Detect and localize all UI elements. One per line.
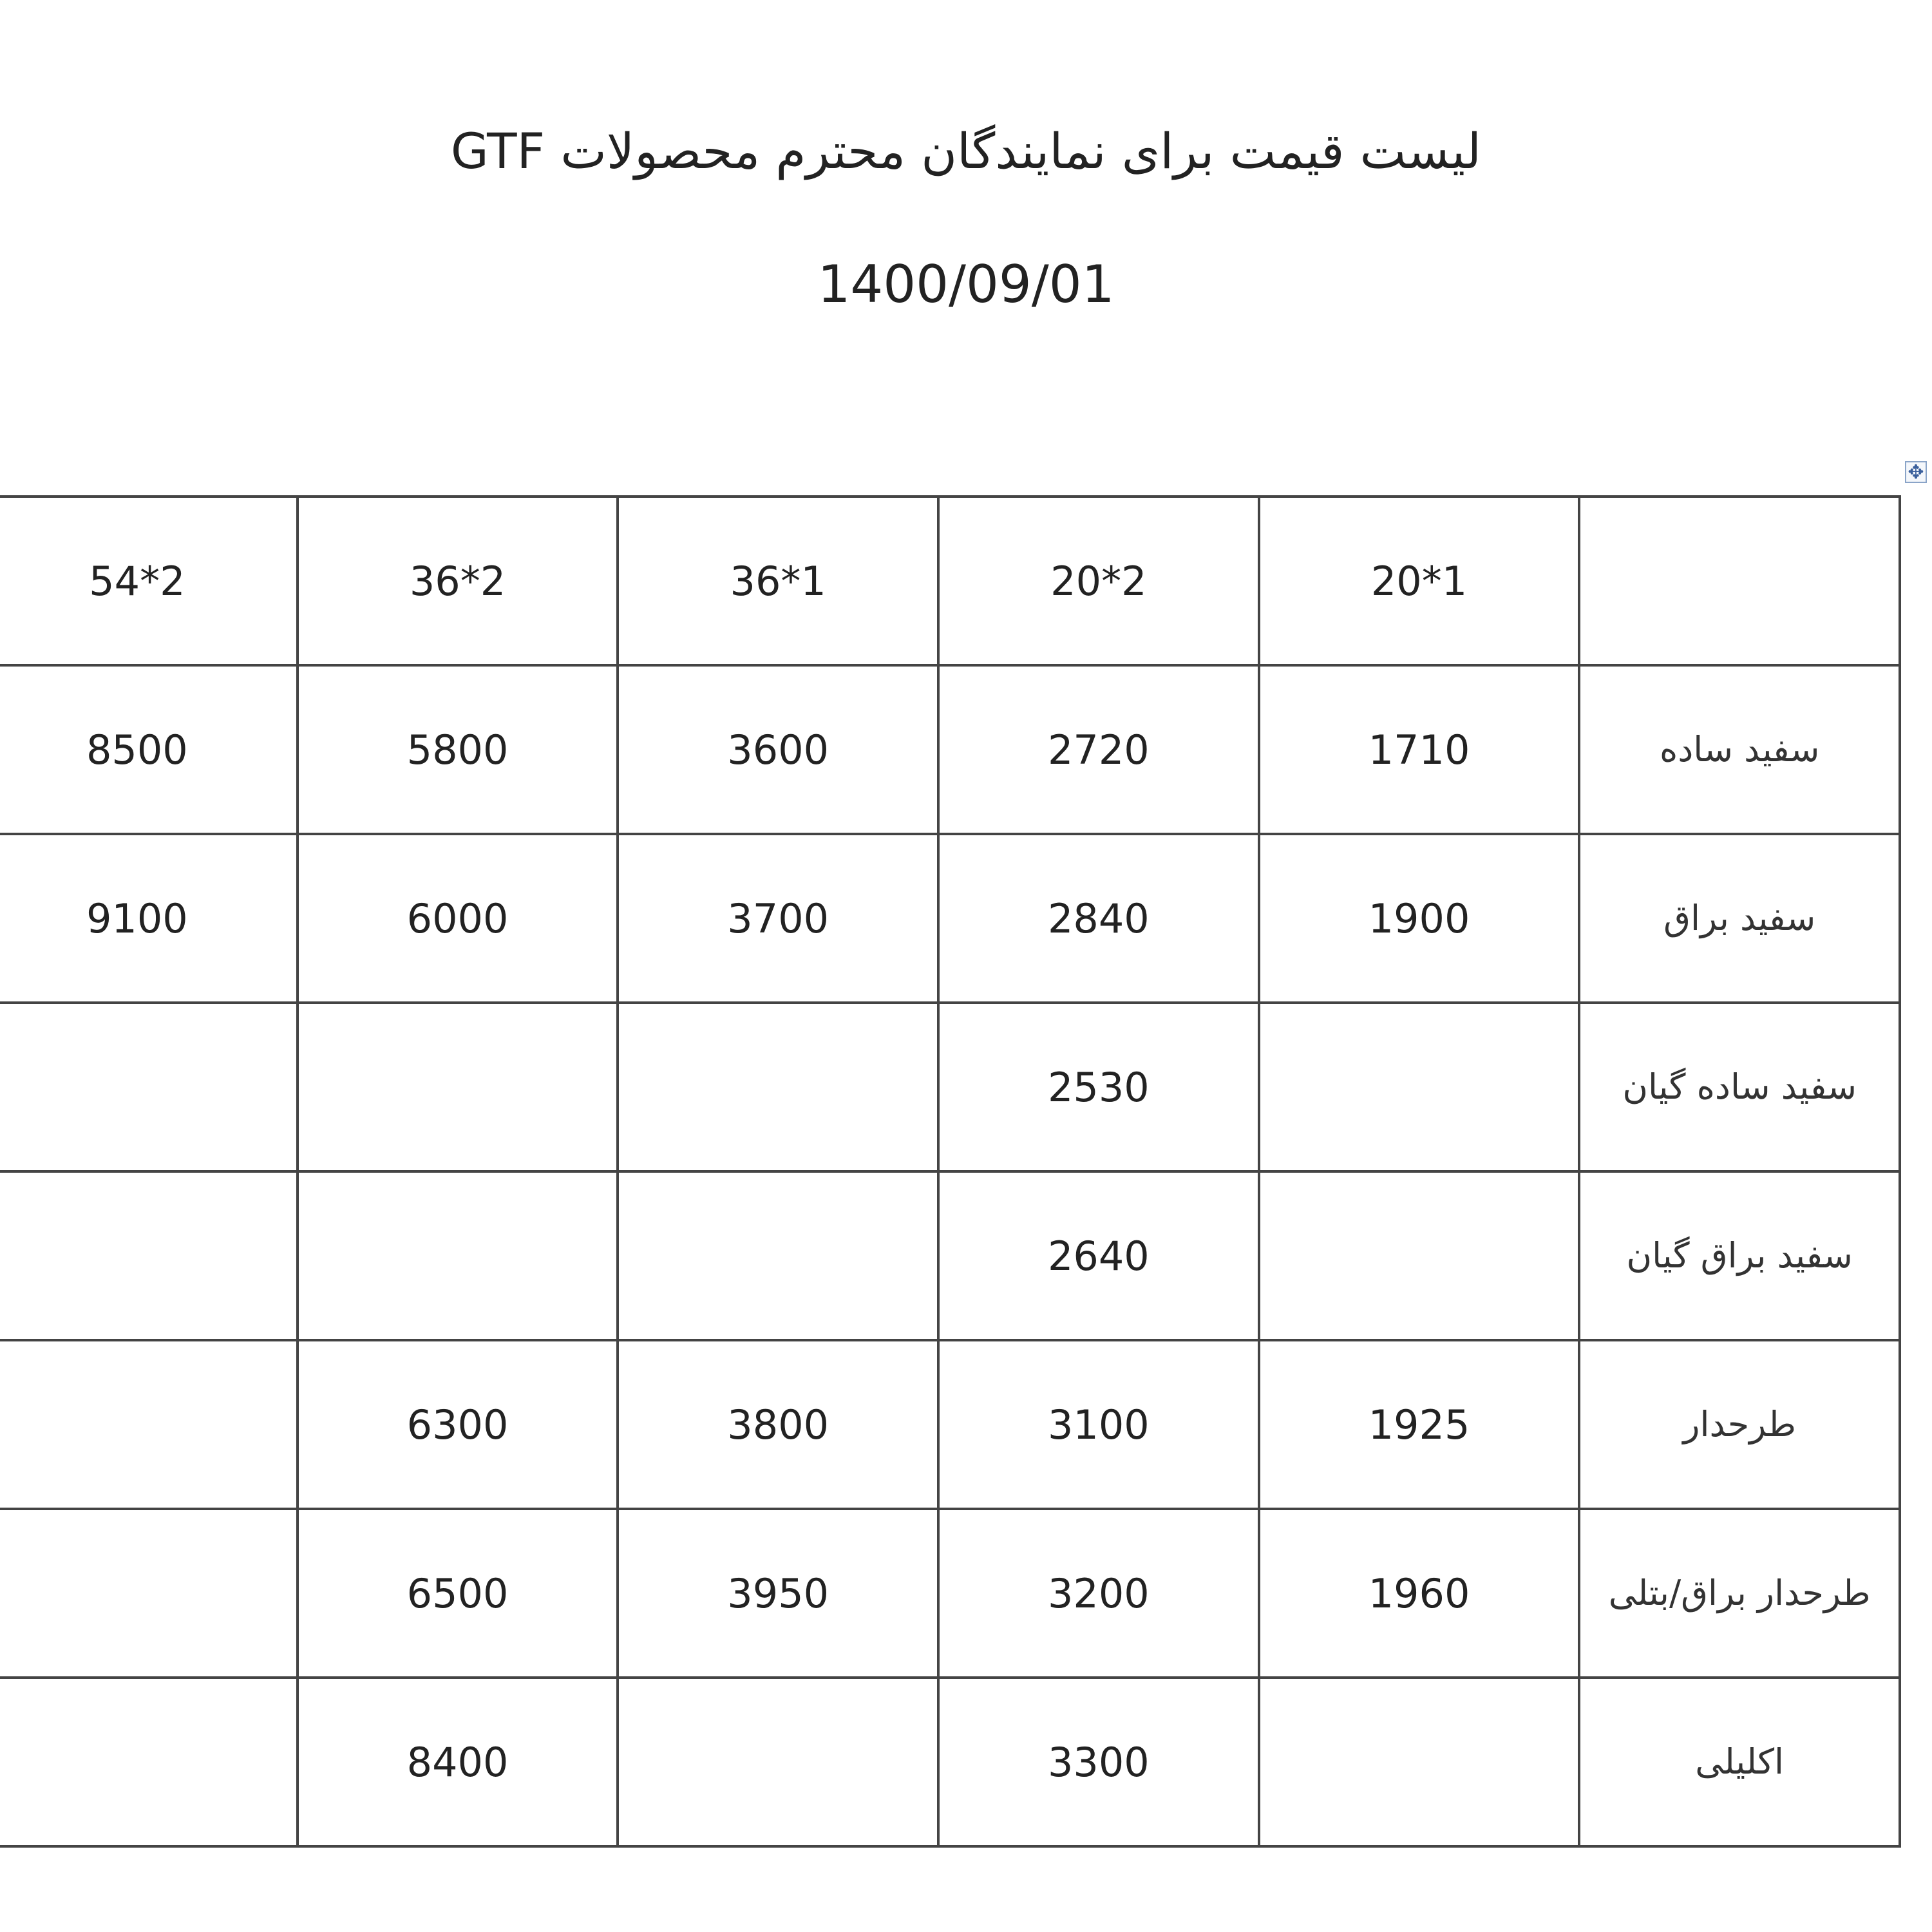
table-row: سفید ساده 1710 2720 3600 5800 8500 bbox=[0, 664, 1901, 835]
price-cell: 3200 bbox=[937, 1508, 1260, 1679]
column-header: 2*20 bbox=[937, 495, 1260, 667]
price-cell: 3700 bbox=[616, 833, 940, 1004]
table-row: سفید براق گیان 2640 bbox=[0, 1170, 1901, 1341]
page-title: لیست قیمت برای نمایندگان محترم محصولات G… bbox=[450, 122, 1482, 180]
price-cell: 6500 bbox=[296, 1508, 620, 1679]
row-label: طرحدار براق/بتلی bbox=[1578, 1508, 1901, 1679]
price-cell: 8400 bbox=[296, 1676, 620, 1848]
price-cell bbox=[0, 1001, 299, 1173]
price-cell: 1710 bbox=[1257, 664, 1581, 835]
price-cell: 2720 bbox=[937, 664, 1260, 835]
price-cell bbox=[616, 1676, 940, 1848]
header-row: 1*20 2*20 1*36 2*36 2*54 bbox=[0, 495, 1901, 667]
price-cell: 1900 bbox=[1257, 833, 1581, 1004]
date: 1400/09/01 bbox=[817, 254, 1115, 314]
price-cell: 2640 bbox=[937, 1170, 1260, 1341]
price-table: 1*20 2*20 1*36 2*36 2*54 سفید ساده 1710 2720 360… bbox=[0, 495, 1901, 1848]
price-cell bbox=[1257, 1676, 1581, 1848]
column-header: 1*36 bbox=[616, 495, 940, 667]
row-label: اکلیلی bbox=[1578, 1676, 1901, 1848]
price-cell bbox=[1257, 1170, 1581, 1341]
row-label: سفید براق bbox=[1578, 833, 1901, 1004]
table-row: طرحدار 1925 3100 3800 6300 bbox=[0, 1339, 1901, 1510]
column-header bbox=[1578, 495, 1901, 667]
price-cell bbox=[296, 1001, 620, 1173]
row-label: سفید براق گیان bbox=[1578, 1170, 1901, 1341]
price-cell: 2530 bbox=[937, 1001, 1260, 1173]
price-cell: 1960 bbox=[1257, 1508, 1581, 1679]
price-cell: 6000 bbox=[296, 833, 620, 1004]
table-row: اکلیلی 3300 8400 bbox=[0, 1676, 1901, 1848]
move-icon[interactable]: ✥ bbox=[1905, 461, 1927, 483]
row-label: طرحدار bbox=[1578, 1339, 1901, 1510]
price-cell: 6300 bbox=[296, 1339, 620, 1510]
price-cell bbox=[296, 1170, 620, 1341]
price-cell: 3600 bbox=[616, 664, 940, 835]
price-cell: 3100 bbox=[937, 1339, 1260, 1510]
price-cell: 8500 bbox=[0, 664, 299, 835]
price-cell bbox=[0, 1170, 299, 1341]
price-cell bbox=[0, 1676, 299, 1848]
column-header: 2*54 bbox=[0, 495, 299, 667]
price-cell: 1925 bbox=[1257, 1339, 1581, 1510]
price-cell bbox=[616, 1001, 940, 1173]
price-cell: 9100 bbox=[0, 833, 299, 1004]
row-label: سفید ساده bbox=[1578, 664, 1901, 835]
table-row: سفید براق 1900 2840 3700 6000 9100 bbox=[0, 833, 1901, 1004]
column-header: 2*36 bbox=[296, 495, 620, 667]
price-cell: 5800 bbox=[296, 664, 620, 835]
price-cell bbox=[616, 1170, 940, 1341]
price-cell bbox=[1257, 1001, 1581, 1173]
row-label: سفید ساده گیان bbox=[1578, 1001, 1901, 1173]
table-row: طرحدار براق/بتلی 1960 3200 3950 6500 bbox=[0, 1508, 1901, 1679]
price-cell bbox=[0, 1508, 299, 1679]
price-cell bbox=[0, 1339, 299, 1510]
price-cell: 3950 bbox=[616, 1508, 940, 1679]
price-cell: 2840 bbox=[937, 833, 1260, 1004]
table-row: سفید ساده گیان 2530 bbox=[0, 1001, 1901, 1173]
price-cell: 3300 bbox=[937, 1676, 1260, 1848]
price-cell: 3800 bbox=[616, 1339, 940, 1510]
column-header: 1*20 bbox=[1257, 495, 1581, 667]
